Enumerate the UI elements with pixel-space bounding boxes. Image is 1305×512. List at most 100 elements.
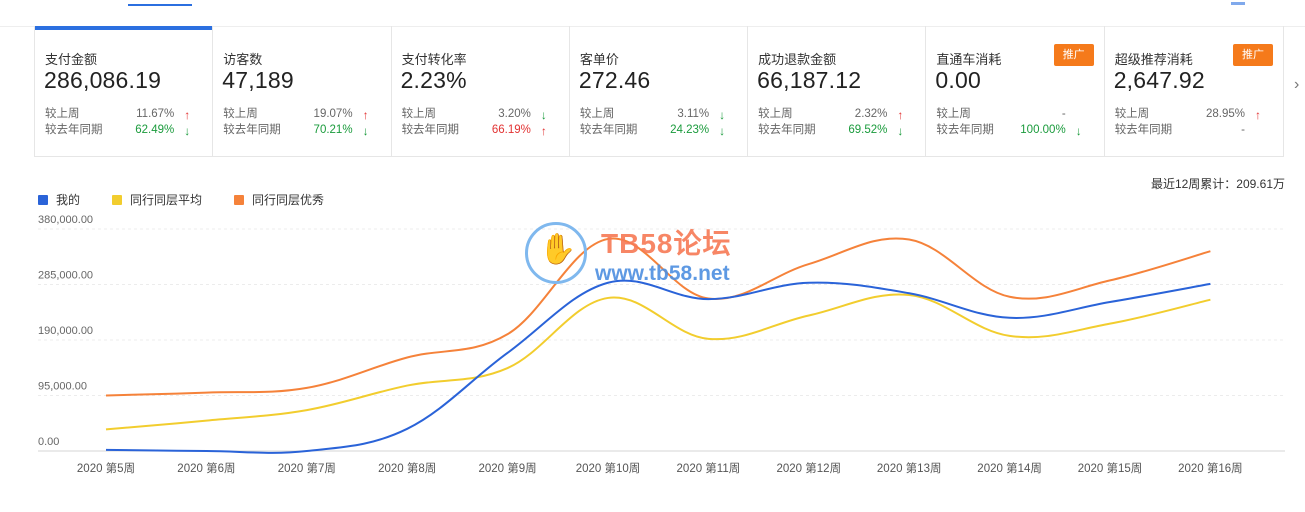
year-compare-row: 较去年同期 24.23% ↓ [580,122,729,138]
legend-swatch [234,194,245,205]
metric-title: 超级推荐消耗 [1114,52,1193,67]
compare-label: 较上周 [45,108,80,120]
line-chart: 0.00 95,000.00 190,000.00 285,000.00 380,000… [38,214,1285,475]
compare-label: 较上周 [1114,108,1150,120]
year-compare-row: 较去年同期 66.19% ↑ [402,122,551,138]
compare-value: 70.21% [313,124,353,136]
metric-cards: 支付金额 286,086.19 较上周 11.67% ↑ 较去年同期 62.49% ↓ 访客数… [34,26,1284,157]
metric-title: 直通车消耗 [936,52,1002,67]
compare-label: 较去年同期 [45,124,103,136]
metric-card[interactable]: 支付转化率 2.23% 较上周 3.20% ↓ 较去年同期 66.19% ↑ [392,26,570,156]
arrow-down-icon: ↓ [719,124,726,138]
compare-label: 较去年同期 [1114,124,1173,136]
arrow-down-icon: ↓ [1075,124,1082,138]
arrow-up-icon: ↑ [540,124,547,138]
series-line-1[interactable] [105,293,1211,431]
compare-value: 11.67% [136,108,175,120]
arrow-up-icon: ↑ [184,108,191,122]
promo-badge[interactable]: 推广 [1053,44,1094,66]
compare-value: 100.00% [1020,124,1066,136]
x-tick-label: 2020 第11周 [677,461,741,475]
metric-card[interactable]: 成功退款金额 66,187.12 较上周 2.32% ↑ 较去年同期 69.52% ↓ [748,26,927,156]
x-tick-label: 2020 第15周 [1078,461,1143,475]
metric-title: 支付金额 [45,52,98,67]
promo-badge[interactable]: 推广 [1232,44,1273,66]
metric-value: 66,187.12 [757,67,862,93]
metric-card[interactable]: 超级推荐消耗 2,647.92 推广较上周 28.95% ↑ 较去年同期 - [1105,26,1283,156]
x-tick-label: 2020 第10周 [576,461,641,475]
metric-value: 272.46 [578,67,651,93]
chevron-right-icon[interactable]: › [1294,76,1300,93]
active-tab-indicator [128,4,192,6]
arrow-down-icon: ↓ [540,108,547,122]
compare-value: 28.95% [1205,108,1245,120]
x-tick-label: 2020 第9周 [479,461,537,475]
metric-value: 286,086.19 [44,67,162,93]
top-right-control[interactable] [1231,2,1245,5]
arrow-up-icon: ↑ [897,108,904,122]
compare-value: - [1241,124,1245,136]
y-tick-label: 190,000.00 [38,325,93,337]
legend-item-avg[interactable]: 同行同层平均 [112,191,202,208]
week-compare-row: 较上周 19.07% ↑ [223,106,372,122]
x-tick-label: 2020 第14周 [977,461,1042,475]
week-compare-row: 较上周 11.67% ↑ [45,106,194,122]
arrow-up-icon: ↑ [1254,108,1261,122]
year-compare-row: 较去年同期 - [1115,122,1265,138]
arrow-down-icon: ↓ [719,108,726,122]
compare-label: 较去年同期 [223,124,281,136]
legend-label: 我的 [56,193,81,207]
series-line-0[interactable] [105,279,1211,454]
y-tick-label: 95,000.00 [38,381,87,393]
legend-item-best[interactable]: 同行同层优秀 [234,191,324,208]
week-compare-row: 较上周 3.11% ↓ [580,106,729,122]
compare-value: 24.23% [670,124,710,136]
compare-value: 3.20% [498,108,531,120]
compare-value: 66.19% [491,124,531,136]
chart-legend: 我的 同行同层平均 同行同层优秀 [38,191,356,208]
compare-label: 较去年同期 [758,124,816,136]
compare-label: 较去年同期 [579,124,638,136]
legend-label: 同行同层平均 [130,193,203,207]
metric-card[interactable]: 访客数 47,189 较上周 19.07% ↑ 较去年同期 70.21% ↓ [213,26,392,156]
y-tick-label: 0.00 [38,436,59,448]
compare-value: 3.11% [677,108,710,120]
x-tick-label: 2020 第16周 [1178,461,1243,475]
summary-total: 最近12周累计：209.61万 [1150,177,1285,191]
y-tick-label: 380,000.00 [38,214,93,226]
metric-card[interactable]: 支付金额 286,086.19 较上周 11.67% ↑ 较去年同期 62.49% ↓ [35,26,214,156]
compare-label: 较上周 [579,108,615,120]
compare-value: 69.52% [848,124,888,136]
legend-swatch [38,194,48,205]
compare-label: 较去年同期 [936,124,994,136]
year-compare-row: 较去年同期 70.21% ↓ [223,122,372,138]
compare-label: 较去年同期 [401,124,460,136]
metric-card[interactable]: 直通车消耗 0.00 推广 较上周 - 较去年同期 100.00% ↓ [926,26,1105,156]
metric-value: 47,189 [222,67,294,93]
compare-label: 较上周 [758,108,793,120]
legend-label: 同行同层优秀 [252,193,325,207]
compare-label: 较上周 [223,108,258,120]
metric-title: 成功退款金额 [758,52,837,67]
x-tick-label: 2020 第8周 [378,461,436,475]
arrow-down-icon: ↓ [897,124,904,138]
legend-item-mine[interactable]: 我的 [38,191,80,208]
compare-value: 19.07% [313,108,353,120]
compare-value: - [1061,108,1066,120]
metric-value: 2,647.92 [1113,67,1205,93]
y-tick-label: 285,000.00 [38,270,93,282]
week-compare-row: 较上周 - [936,106,1085,122]
metric-card[interactable]: 客单价 272.46 较上周 3.11% ↓ 较去年同期 24.23% ↓ [570,26,749,156]
metric-title: 客单价 [579,52,619,67]
compare-value: 62.49% [135,124,175,136]
compare-value: 2.32% [854,108,888,120]
metric-value: 2.23% [400,67,467,93]
legend-swatch [112,194,123,205]
year-compare-row: 较去年同期 62.49% ↓ [45,122,194,138]
x-tick-label: 2020 第6周 [177,461,235,475]
x-tick-label: 2020 第7周 [278,461,336,475]
series-line-2[interactable] [105,237,1211,397]
x-tick-label: 2020 第13周 [877,461,942,475]
x-tick-label: 2020 第5周 [77,461,135,475]
compare-label: 较上周 [936,108,971,120]
